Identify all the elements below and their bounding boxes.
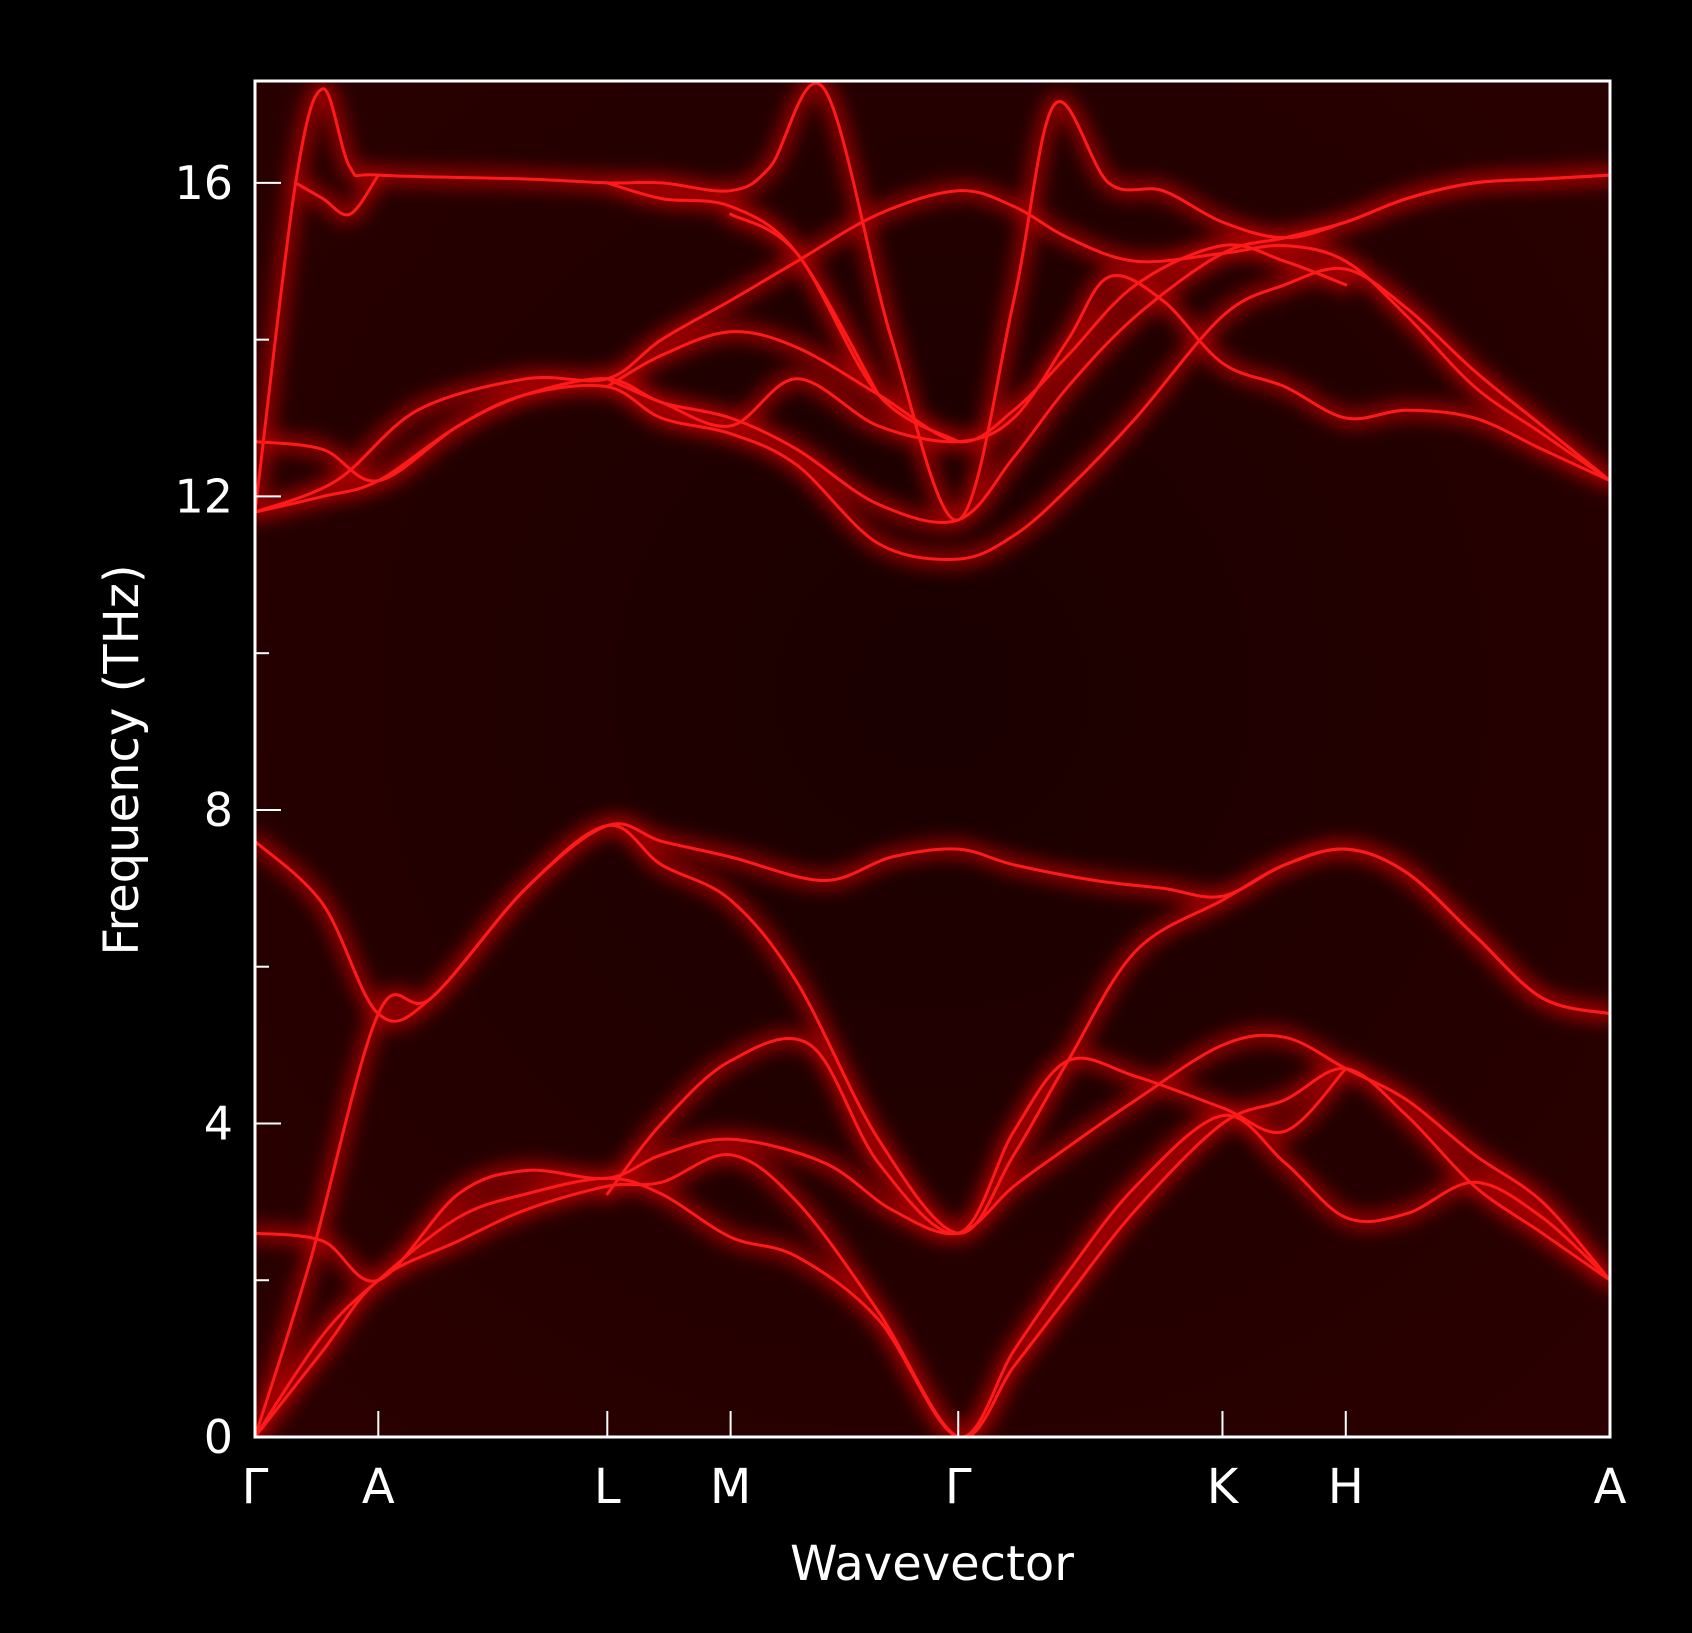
x-tick-label: K — [1207, 1459, 1240, 1515]
x-tick-label: Γ — [242, 1459, 269, 1515]
band-line-15 — [605, 181, 880, 396]
x-tick-label: M — [710, 1459, 751, 1515]
band-line-9 — [255, 189, 1610, 514]
y-tick-label: 16 — [174, 156, 233, 210]
x-tick-label: H — [1328, 1459, 1364, 1515]
x-axis-title: Wavevector — [790, 1536, 1074, 1592]
band-line-11 — [605, 274, 1610, 483]
band-line-12 — [729, 212, 960, 444]
x-tick-label: Γ — [945, 1459, 972, 1515]
band-line-6 — [605, 1037, 1348, 1235]
y-axis-title: Frequency (THz) — [94, 564, 150, 955]
band-line-4 — [255, 824, 1610, 1235]
y-tick-label: 4 — [204, 1096, 233, 1150]
x-tick-label: A — [1594, 1459, 1627, 1515]
x-tick-label: A — [362, 1459, 395, 1515]
y-ticks: 0 4 8 12 16 — [174, 156, 281, 1464]
x-tick-label: L — [594, 1459, 621, 1515]
band-line-14 — [294, 173, 380, 217]
band-line-10 — [605, 243, 1348, 444]
y-tick-label: 12 — [174, 469, 233, 523]
y-tick-label: 8 — [204, 783, 233, 837]
y-tick-label: 0 — [204, 1410, 233, 1464]
band-line-13 — [255, 81, 1610, 522]
bands-layer — [255, 81, 1610, 1437]
plot-frame — [253, 79, 1612, 1439]
